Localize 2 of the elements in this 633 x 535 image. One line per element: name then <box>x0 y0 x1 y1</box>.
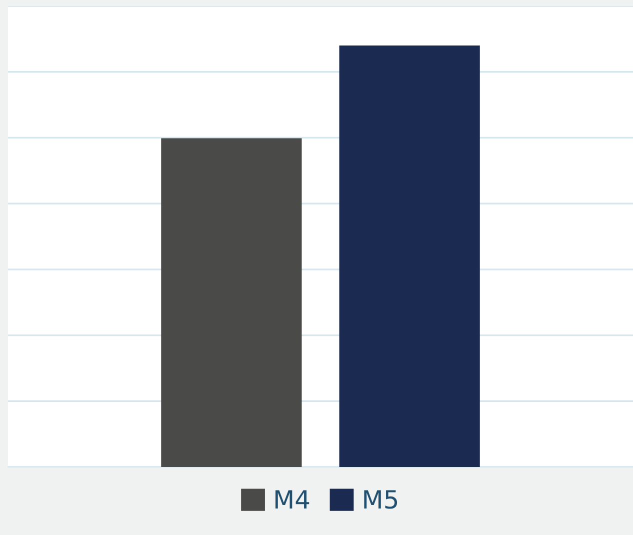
legend-label: M5 <box>364 490 398 509</box>
legend-label: M4 <box>275 490 310 508</box>
